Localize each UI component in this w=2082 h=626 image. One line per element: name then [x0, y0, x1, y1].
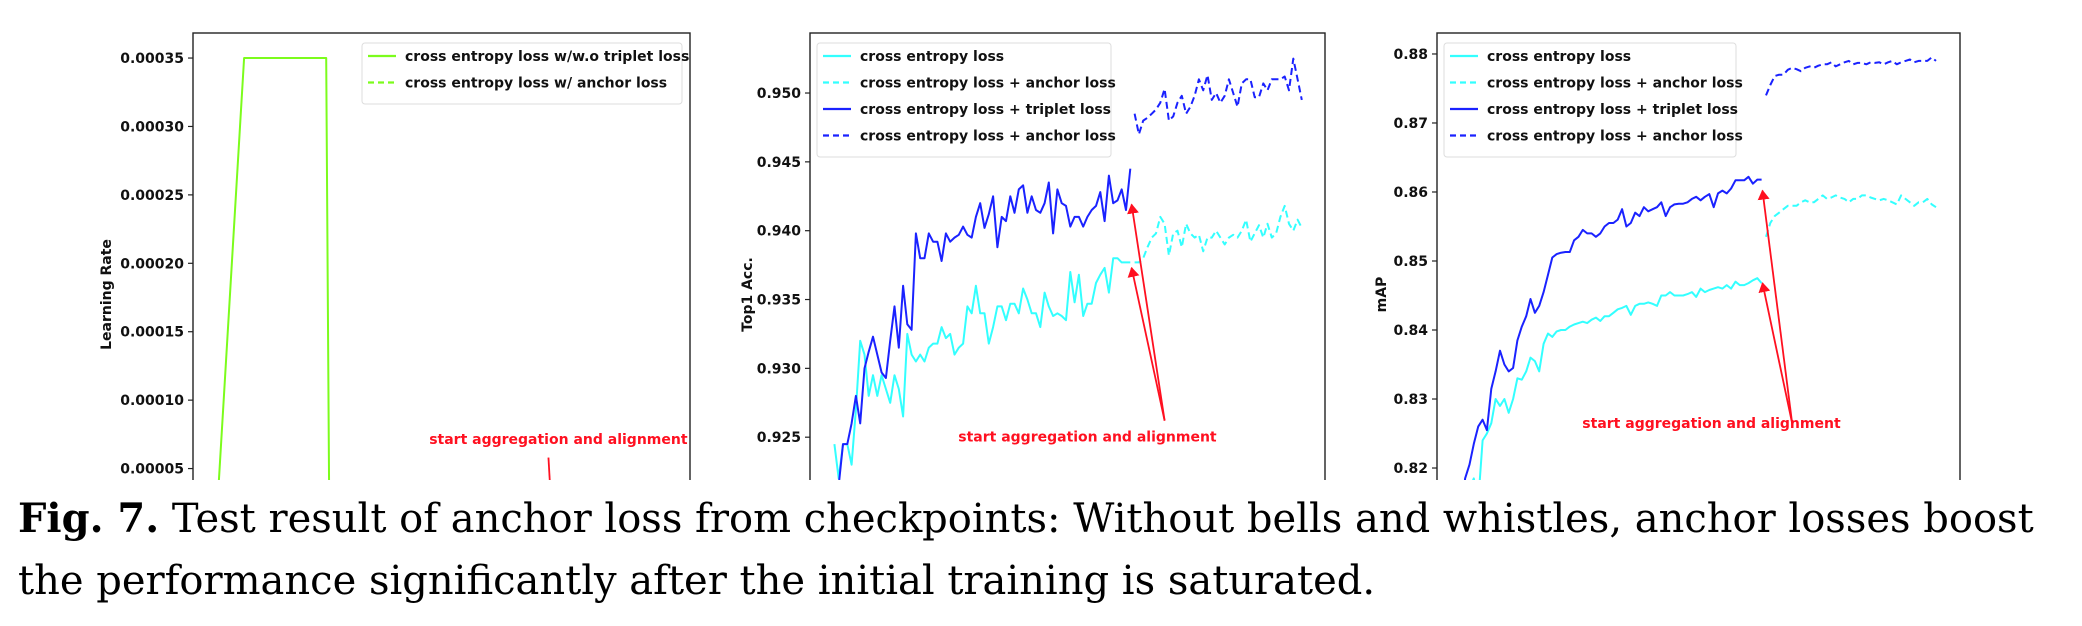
legend-label-3: cross entropy loss + anchor loss	[860, 129, 1116, 145]
series-line-3	[1765, 56, 1937, 96]
legend: cross entropy loss cross entropy loss + a…	[816, 42, 1116, 158]
y-tick-label: 0.940	[757, 224, 802, 240]
annotation-text: start aggregation and alignment	[1582, 416, 1841, 432]
annotation-arrow-1	[1758, 282, 1794, 424]
annotation-text: start aggregation and alignment	[429, 432, 688, 448]
series-line-2	[838, 168, 1132, 480]
legend-label-3: cross entropy loss + anchor loss	[1487, 129, 1743, 145]
series-line-0	[833, 257, 1131, 480]
y-tick-label: 0.00020	[120, 256, 184, 272]
series-line-1	[1134, 204, 1303, 264]
y-tick-label: 0.87	[1393, 116, 1428, 132]
y-tick-label: 0.00030	[120, 119, 184, 135]
figure-caption: Fig. 7. Test result of anchor loss from …	[18, 488, 2078, 612]
legend: cross entropy loss w/w.o triplet loss cro…	[361, 42, 689, 105]
series-line-2	[1463, 175, 1762, 480]
y-tick-label: 0.00015	[120, 325, 184, 341]
legend-label-1: cross entropy loss + anchor loss	[1487, 76, 1743, 92]
y-tick-label: 0.945	[757, 155, 801, 171]
legend: cross entropy loss cross entropy loss + a…	[1443, 42, 1743, 158]
legend-label-2: cross entropy loss + triplet loss	[860, 102, 1111, 118]
y-tick-label: 0.85	[1393, 254, 1428, 270]
series-line-0	[1472, 277, 1763, 480]
legend-label-1: cross entropy loss + anchor loss	[860, 76, 1116, 92]
legend-label-2: cross entropy loss + triplet loss	[1487, 102, 1738, 118]
y-tick-label: 0.00005	[120, 462, 184, 478]
annotation-text: start aggregation and alignment	[958, 429, 1217, 445]
y-tick-label: 0.86	[1393, 185, 1428, 201]
legend-label-0: cross entropy loss	[860, 49, 1004, 65]
caption-label: Fig. 7.	[18, 495, 160, 542]
map-chart: 60801001201401600.810.820.830.840.850.86…	[1374, 32, 1961, 480]
y-tick-label: 0.00010	[120, 393, 184, 409]
y-tick-label: 0.00025	[120, 188, 184, 204]
y-tick-label: 0.00035	[120, 51, 184, 67]
legend-label-0: cross entropy loss w/w.o triplet loss	[405, 49, 689, 65]
y-tick-label: 0.84	[1393, 323, 1428, 339]
series-line-1	[1765, 194, 1937, 238]
figure-panels: 0204060801001201401600.000000.000050.000…	[99, 32, 1961, 480]
annotation-arrow-0	[1127, 203, 1166, 421]
annotation-arrow-0	[547, 457, 551, 480]
y-tick-label: 0.88	[1393, 47, 1428, 63]
y-axis-label: Learning Rate	[99, 239, 115, 350]
y-tick-label: 0.925	[757, 430, 801, 446]
legend-box	[816, 42, 1112, 158]
series-line-3	[1133, 57, 1303, 136]
plot-area-frame	[192, 32, 691, 480]
annotation-arrow-0	[1757, 189, 1794, 424]
legend-label-1: cross entropy loss w/ anchor loss	[405, 76, 667, 92]
y-tick-label: 0.82	[1393, 461, 1428, 477]
y-tick-label: 0.935	[757, 293, 801, 309]
caption-text: Test result of anchor loss from checkpoi…	[18, 496, 2034, 604]
learning-rate-chart: 0204060801001201401600.000000.000050.000…	[99, 32, 691, 480]
y-axis-label: Top1 Acc.	[740, 257, 756, 332]
series-line-0	[217, 57, 331, 480]
y-tick-label: 0.930	[757, 361, 802, 377]
y-tick-label: 0.950	[757, 86, 802, 102]
legend-box	[1443, 42, 1737, 158]
legend-label-0: cross entropy loss	[1487, 49, 1631, 65]
annotation-arrow-1	[1127, 266, 1166, 421]
legend-box	[361, 42, 683, 105]
y-axis-label: mAP	[1374, 277, 1390, 313]
y-tick-label: 0.83	[1393, 392, 1428, 408]
top1-accuracy-chart: 60801001201401600.9200.9250.9300.9350.94…	[740, 32, 1326, 480]
